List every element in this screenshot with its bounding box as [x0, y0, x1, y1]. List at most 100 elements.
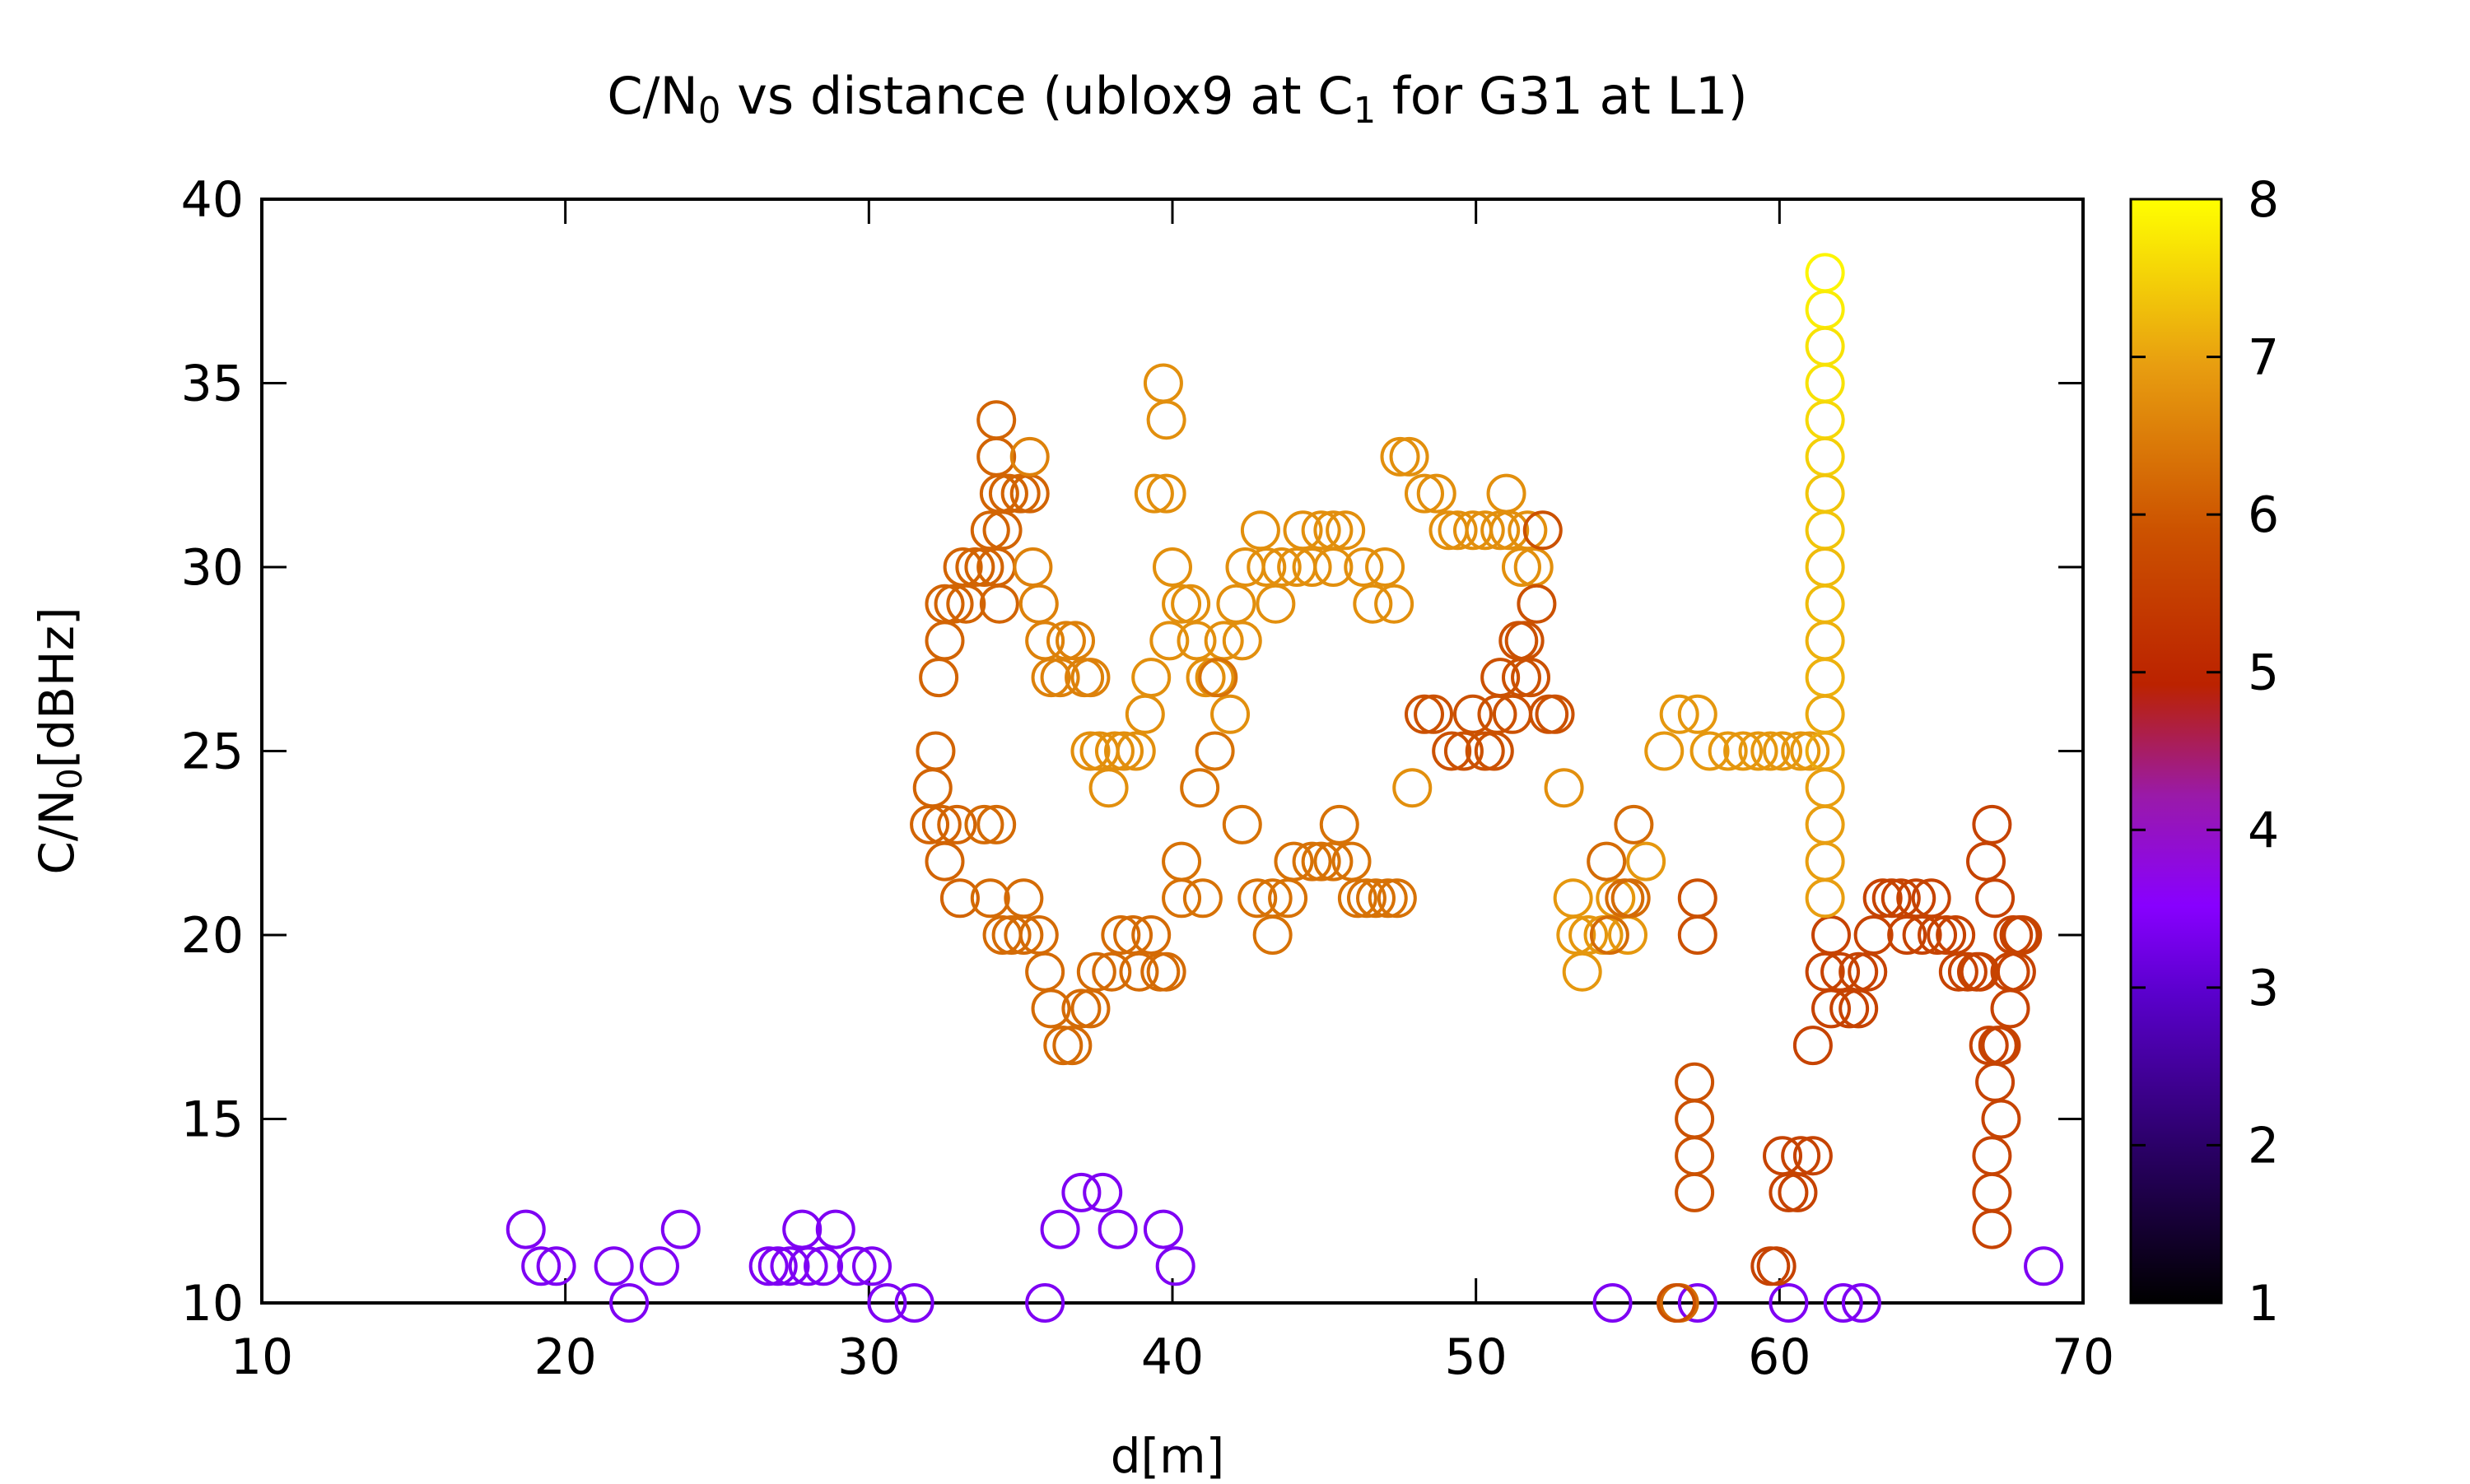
data-point	[912, 768, 953, 808]
data-point	[1155, 1246, 1195, 1286]
data-point	[1853, 915, 1894, 955]
data-point	[1972, 1172, 2012, 1212]
data-point	[1902, 915, 1942, 955]
x-tick-label: 10	[231, 1328, 293, 1386]
data-point	[1805, 804, 1845, 844]
data-point	[1222, 804, 1262, 844]
data-point	[1404, 473, 1444, 514]
y-tick-label: 25	[181, 723, 244, 781]
data-point	[976, 804, 1017, 844]
data-point	[1805, 510, 1845, 551]
data-point	[1927, 915, 1967, 955]
data-point	[1177, 621, 1217, 661]
data-point	[1301, 510, 1341, 551]
data-point	[1675, 1099, 1715, 1139]
data-point	[1216, 584, 1256, 624]
data-point	[852, 1246, 892, 1286]
data-point	[1326, 510, 1366, 551]
data-point	[1972, 804, 2012, 844]
data-point	[1252, 915, 1293, 955]
data-point	[815, 1209, 855, 1249]
data-point	[1414, 694, 1454, 734]
data-point	[1180, 768, 1220, 808]
data-point	[594, 1246, 634, 1286]
data-point	[1480, 658, 1521, 698]
data-point	[1210, 694, 1251, 734]
data-point	[1247, 547, 1287, 587]
colorbar-tick-label: 6	[2248, 486, 2279, 544]
data-point	[1805, 253, 1845, 293]
data-point	[1918, 915, 1958, 955]
data-point	[1365, 547, 1405, 587]
data-point	[1274, 841, 1314, 882]
data-point	[1522, 510, 1563, 551]
data-point	[506, 1209, 546, 1249]
data-point	[939, 878, 980, 919]
colorbar-tick-label: 2	[2248, 1117, 2279, 1175]
data-point	[1009, 436, 1050, 477]
data-point	[1031, 989, 1071, 1029]
data-point	[1805, 473, 1845, 514]
data-point	[1820, 951, 1861, 992]
data-point	[1143, 363, 1183, 403]
data-point	[1094, 731, 1135, 771]
data-point	[1134, 473, 1174, 514]
data-point	[1656, 1283, 1696, 1323]
data-point	[976, 400, 1017, 440]
data-point	[964, 804, 1004, 844]
data-point	[1750, 731, 1791, 771]
data-point	[1004, 915, 1044, 955]
data-point	[1981, 1026, 2021, 1066]
data-point	[991, 915, 1032, 955]
data-point	[1162, 878, 1202, 919]
data-point	[1116, 731, 1156, 771]
colorbar-tick-label: 7	[2248, 329, 2279, 387]
data-point	[1432, 731, 1472, 771]
data-point	[955, 547, 995, 587]
data-point	[1162, 841, 1202, 882]
data-point	[976, 436, 1017, 477]
data-point	[1013, 547, 1053, 587]
x-tick-label: 50	[1444, 1328, 1507, 1386]
data-point	[1195, 731, 1235, 771]
data-point	[1805, 584, 1845, 624]
data-point	[1374, 584, 1414, 624]
data-point	[1292, 547, 1332, 587]
data-point	[1319, 804, 1359, 844]
data-point	[1805, 731, 1845, 771]
data-point	[837, 1246, 877, 1286]
data-point	[1792, 1026, 1833, 1066]
data-point	[748, 1246, 789, 1286]
data-point	[1000, 473, 1041, 514]
data-point	[1677, 1283, 1717, 1323]
data-point	[1675, 1062, 1715, 1102]
data-point	[1353, 584, 1393, 624]
data-point	[2024, 1246, 2064, 1286]
data-point	[1990, 989, 2030, 1029]
data-point	[916, 731, 956, 771]
data-point	[1337, 878, 1377, 919]
colorbar-tick-label: 1	[2248, 1275, 2279, 1333]
data-point	[1104, 731, 1144, 771]
data-point	[1292, 841, 1332, 882]
data-point	[1592, 1283, 1633, 1323]
data-point	[1756, 1246, 1797, 1286]
data-point	[1553, 878, 1593, 919]
data-point	[988, 473, 1028, 514]
data-point	[1344, 547, 1384, 587]
data-point	[1839, 989, 1879, 1029]
data-point	[1778, 1172, 1818, 1212]
data-point	[1083, 1172, 1123, 1212]
data-point	[1677, 694, 1717, 734]
data-point	[1313, 547, 1354, 587]
data-point	[1723, 731, 1764, 771]
data-point	[894, 1283, 934, 1323]
colorbar-tick-label: 3	[2248, 960, 2279, 1017]
data-point	[1562, 951, 1602, 992]
data-point	[1070, 658, 1111, 698]
data-point	[1805, 363, 1845, 403]
data-point	[1805, 326, 1845, 366]
data-point	[1981, 1099, 2021, 1139]
colorbar: 1 2 3 4 5 6 7 8	[2129, 171, 2279, 1333]
